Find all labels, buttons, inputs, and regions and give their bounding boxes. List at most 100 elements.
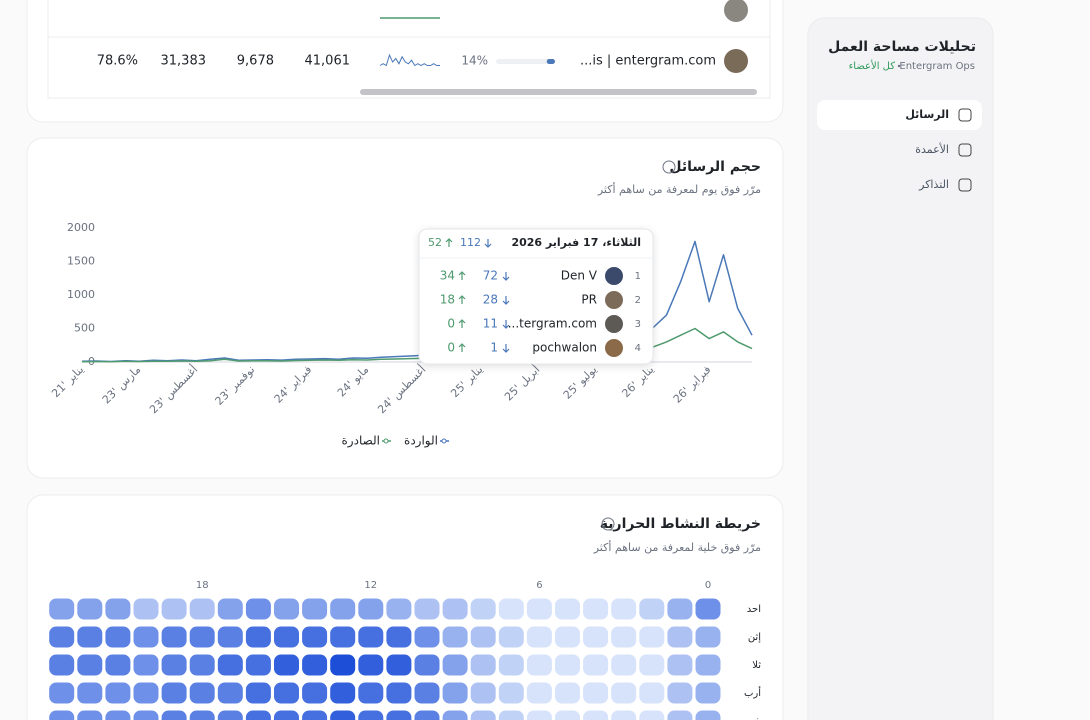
heat-cell[interactable] [330, 654, 356, 676]
heat-cell[interactable] [330, 626, 356, 648]
heat-cell[interactable] [498, 626, 524, 648]
heat-cell[interactable] [358, 626, 384, 648]
heat-cell[interactable] [161, 654, 187, 676]
heat-cell[interactable] [245, 682, 271, 704]
nav-item[interactable]: التذاكر [918, 178, 949, 191]
heat-cell[interactable] [358, 682, 384, 704]
heat-cell[interactable] [105, 654, 131, 676]
heat-cell[interactable] [414, 682, 440, 704]
heat-cell[interactable] [386, 626, 412, 648]
heat-cell[interactable] [470, 710, 496, 720]
heat-cell[interactable] [386, 682, 412, 704]
help-icon[interactable] [601, 517, 615, 531]
heat-cell[interactable] [583, 710, 609, 720]
heat-cell[interactable] [498, 682, 524, 704]
heat-cell[interactable] [245, 654, 271, 676]
heat-cell[interactable] [639, 710, 665, 720]
nav-item[interactable]: الرسائل [905, 108, 949, 121]
heat-cell[interactable] [133, 682, 159, 704]
heat-cell[interactable] [498, 710, 524, 720]
heat-cell[interactable] [555, 710, 580, 720]
heat-cell[interactable] [105, 710, 131, 720]
legend-label[interactable]: الصادرة [342, 434, 380, 449]
heat-cell[interactable] [330, 710, 356, 720]
heat-cell[interactable] [217, 710, 243, 720]
heat-cell[interactable] [77, 626, 103, 648]
heat-cell[interactable] [274, 710, 299, 720]
heat-cell[interactable] [302, 710, 328, 720]
heat-cell[interactable] [611, 626, 637, 648]
heat-cell[interactable] [302, 626, 328, 648]
heat-cell[interactable] [442, 654, 468, 676]
heat-cell[interactable] [583, 682, 609, 704]
heat-cell[interactable] [330, 598, 356, 620]
heat-cell[interactable] [555, 598, 580, 620]
heat-cell[interactable] [217, 654, 243, 676]
heat-cell[interactable] [498, 654, 524, 676]
heat-cell[interactable] [49, 710, 75, 720]
heat-cell[interactable] [695, 626, 721, 648]
heat-cell[interactable] [133, 598, 159, 620]
heat-cell[interactable] [49, 626, 75, 648]
heat-cell[interactable] [442, 598, 468, 620]
heat-cell[interactable] [161, 710, 187, 720]
heat-cell[interactable] [358, 710, 384, 720]
heat-cell[interactable] [498, 598, 524, 620]
heat-cell[interactable] [414, 654, 440, 676]
heat-cell[interactable] [105, 598, 131, 620]
heat-cell[interactable] [302, 654, 328, 676]
heat-cell[interactable] [133, 710, 159, 720]
heat-cell[interactable] [274, 682, 299, 704]
heat-cell[interactable] [695, 598, 721, 620]
heat-cell[interactable] [555, 654, 580, 676]
heat-cell[interactable] [77, 598, 103, 620]
heat-cell[interactable] [442, 626, 468, 648]
heat-cell[interactable] [667, 654, 693, 676]
heat-cell[interactable] [386, 598, 412, 620]
heat-cell[interactable] [526, 710, 552, 720]
heat-cell[interactable] [189, 626, 215, 648]
heat-cell[interactable] [470, 626, 496, 648]
heat-cell[interactable] [274, 654, 299, 676]
heat-cell[interactable] [639, 682, 665, 704]
heat-cell[interactable] [77, 710, 103, 720]
heat-cell[interactable] [470, 682, 496, 704]
heat-cell[interactable] [77, 682, 103, 704]
heat-cell[interactable] [49, 654, 75, 676]
heat-cell[interactable] [133, 626, 159, 648]
heat-cell[interactable] [105, 626, 131, 648]
heat-cell[interactable] [189, 654, 215, 676]
heat-cell[interactable] [667, 626, 693, 648]
heat-cell[interactable] [302, 598, 328, 620]
heat-cell[interactable] [555, 626, 580, 648]
heat-cell[interactable] [611, 598, 637, 620]
heat-cell[interactable] [245, 710, 271, 720]
nav-item[interactable]: الأعمدة [915, 142, 949, 156]
heat-cell[interactable] [611, 654, 637, 676]
scrollbar[interactable] [360, 89, 757, 95]
heat-cell[interactable] [161, 682, 187, 704]
heat-cell[interactable] [695, 710, 721, 720]
heat-cell[interactable] [667, 682, 693, 704]
heat-cell[interactable] [526, 598, 552, 620]
heat-cell[interactable] [189, 682, 215, 704]
heat-cell[interactable] [274, 626, 299, 648]
help-icon[interactable] [662, 160, 676, 174]
heat-cell[interactable] [526, 682, 552, 704]
heat-cell[interactable] [302, 682, 328, 704]
heat-cell[interactable] [442, 682, 468, 704]
heat-cell[interactable] [414, 626, 440, 648]
heat-cell[interactable] [611, 710, 637, 720]
heat-cell[interactable] [245, 598, 271, 620]
heat-cell[interactable] [583, 654, 609, 676]
heat-cell[interactable] [470, 598, 496, 620]
heat-cell[interactable] [217, 626, 243, 648]
heat-cell[interactable] [330, 682, 356, 704]
heat-cell[interactable] [526, 626, 552, 648]
heat-cell[interactable] [442, 710, 468, 720]
heat-cell[interactable] [217, 598, 243, 620]
heat-cell[interactable] [189, 598, 215, 620]
heat-cell[interactable] [245, 626, 271, 648]
heat-cell[interactable] [49, 598, 75, 620]
scope-filter[interactable]: كل الأعضاء [849, 59, 896, 72]
